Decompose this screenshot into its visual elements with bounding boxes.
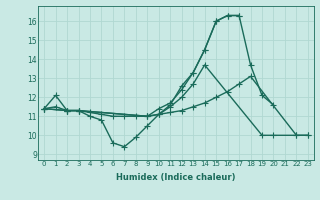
X-axis label: Humidex (Indice chaleur): Humidex (Indice chaleur) xyxy=(116,173,236,182)
